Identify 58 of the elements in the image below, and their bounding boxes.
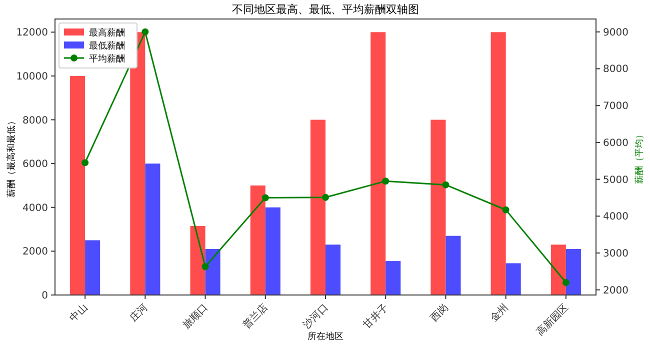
point — [322, 194, 329, 201]
bar — [430, 120, 446, 295]
x-tick-label: 庄河 — [127, 301, 150, 324]
x-tick-label: 中山 — [67, 301, 90, 324]
x-tick-label: 金州 — [488, 301, 511, 324]
bar — [490, 32, 506, 295]
x-tick-label: 西岗 — [428, 301, 451, 324]
y2-tick-label: 6000 — [603, 138, 628, 149]
bar — [386, 261, 401, 295]
bar — [550, 244, 566, 295]
bar — [310, 120, 326, 295]
y2-tick-label: 9000 — [603, 27, 628, 38]
y-tick-label: 2000 — [22, 246, 48, 258]
bar — [370, 32, 386, 295]
point — [382, 178, 390, 185]
x-tick-label: 旅顺口 — [180, 301, 210, 332]
y2-tick-label: 8000 — [603, 64, 628, 76]
y-tick-label: 6000 — [22, 159, 48, 170]
bar — [205, 249, 220, 295]
bar — [190, 226, 206, 295]
point — [142, 28, 149, 36]
x-axis-title: 所在地区 — [308, 331, 344, 342]
y-tick-label: 12000 — [16, 28, 48, 39]
y-tick-label: 4000 — [22, 202, 48, 214]
bar — [85, 240, 100, 295]
bar — [250, 185, 266, 295]
bar — [145, 164, 160, 295]
point — [442, 181, 450, 188]
x-tick-label: 普兰店 — [240, 301, 270, 332]
y-tick-label: 8000 — [22, 115, 48, 126]
x-tick-label: 沙河口 — [300, 301, 330, 332]
bar — [130, 32, 146, 295]
point — [82, 159, 89, 166]
bar — [446, 236, 461, 295]
bar — [326, 244, 341, 295]
point — [562, 278, 570, 286]
bar — [566, 249, 581, 295]
point — [502, 206, 510, 214]
y2-tick-label: 4000 — [603, 212, 628, 223]
y2-tick-label: 5000 — [603, 174, 628, 186]
bar — [506, 263, 521, 295]
y2-axis-title: 薪酬（平均） — [634, 130, 645, 184]
y-tick-label: 0 — [42, 290, 48, 302]
legend-label: 平均薪酬 — [89, 54, 125, 64]
x-tick-label: 高新园区 — [534, 301, 571, 338]
point — [202, 263, 209, 270]
y2-tick-label: 2000 — [603, 285, 628, 296]
bar — [265, 207, 280, 295]
legend-label: 最高薪酬 — [89, 28, 125, 38]
bar — [70, 76, 86, 295]
x-tick-label: 甘井子 — [360, 301, 391, 332]
y2-tick-label: 3000 — [603, 248, 628, 260]
y2-tick-label: 7000 — [603, 101, 628, 112]
y-axis-title: 薪酬（最高和最低） — [6, 116, 17, 198]
chart-title: 不同地区最高、最低、平均薪酬双轴图 — [232, 3, 419, 16]
legend-label: 最低薪酬 — [89, 40, 125, 52]
point — [262, 194, 269, 202]
y-tick-label: 10000 — [16, 71, 48, 82]
